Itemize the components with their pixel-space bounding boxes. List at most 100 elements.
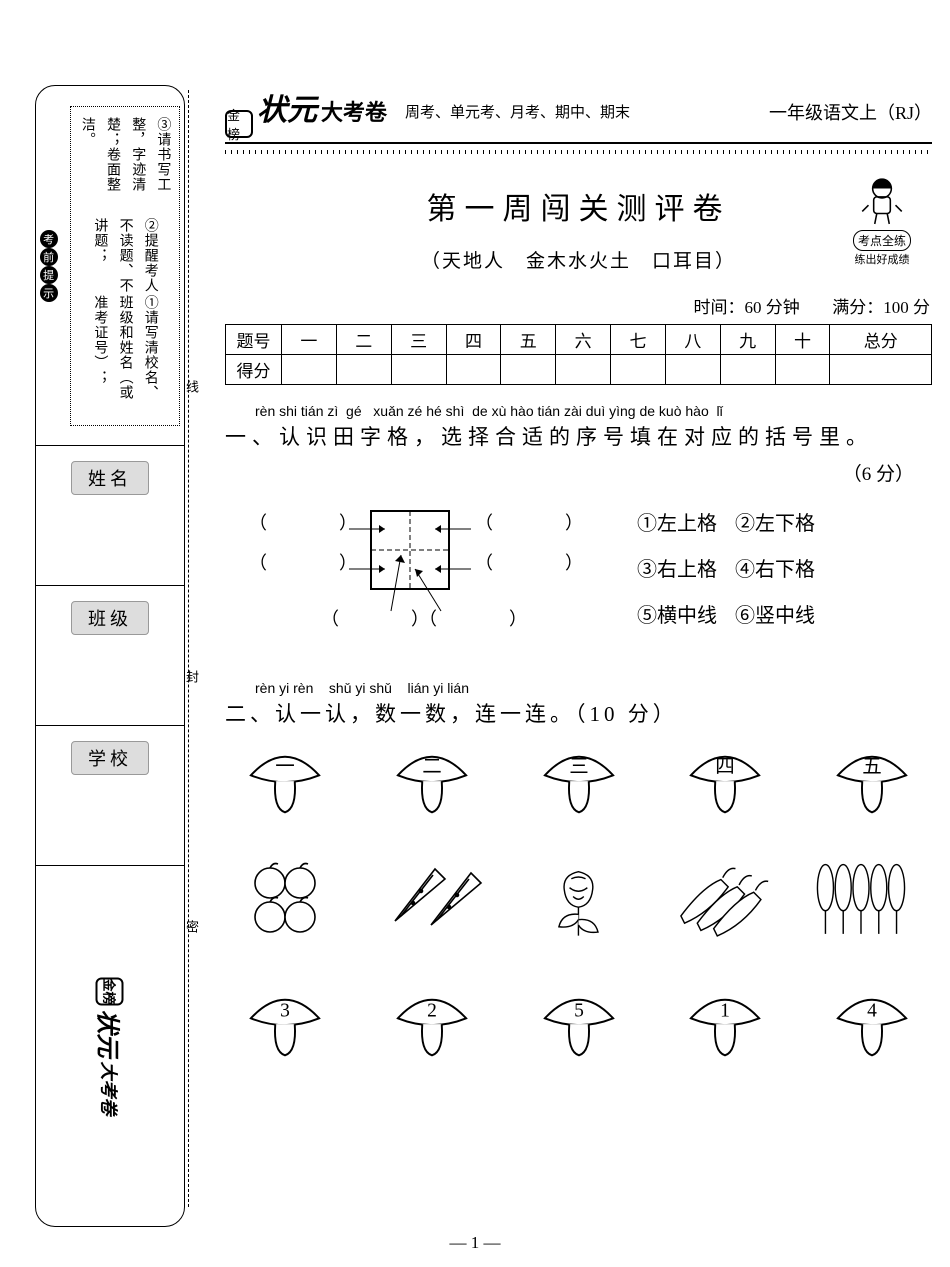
row-label: 题号	[226, 325, 282, 355]
brand-icon: 金榜	[225, 110, 253, 138]
mushroom-icon: 3	[245, 991, 325, 1064]
mushroom-icon: 五	[832, 748, 912, 821]
field-label: 学校	[71, 741, 149, 775]
mascot-icon	[856, 174, 908, 226]
tianzige-diagram: （ ） （ ） （ ） （ ） （ ） （ ）	[255, 505, 565, 635]
col: 八	[665, 325, 720, 355]
q1-points: （6 分）	[225, 459, 914, 486]
q2-heading: 二、认一认，数一数，连一连。（10 分）	[225, 698, 932, 728]
sidebar-brand-logo: 金榜 状元 大考卷	[93, 977, 128, 1115]
sidebar-instructions-cell: 考 前 提 示 ③请书写工整，字迹清楚；卷面整洁。 ②提醒考人不读题、不讲题； …	[36, 86, 184, 446]
instruction-line: ②提醒考人不读题、不讲题；	[87, 218, 163, 295]
header-logo: 金榜 状元 大考卷	[225, 85, 387, 138]
instruction-line: ①请写清校名、班级和姓名（或准考证号）；	[87, 295, 163, 414]
sidebar-school-field: 学校	[36, 726, 184, 866]
score-cell[interactable]	[830, 355, 932, 385]
col: 九	[720, 325, 775, 355]
answer-blank[interactable]: （ ）	[249, 509, 369, 535]
page-header: 金榜 状元 大考卷 周考、单元考、月考、期中、期末 一年级语文上（RJ）	[225, 85, 932, 144]
stamp-line2: 练出好成绩	[855, 254, 910, 266]
svg-text:2: 2	[427, 1001, 437, 1022]
col: 十	[775, 325, 830, 355]
brand-text: 状元	[93, 1009, 128, 1057]
score-cell[interactable]	[391, 355, 446, 385]
col: 五	[501, 325, 556, 355]
answer-blank[interactable]: （ ）	[475, 509, 595, 535]
svg-text:5: 5	[574, 1001, 584, 1022]
score-table: 题号 一 二 三 四 五 六 七 八 九 十 总分 得分	[225, 324, 932, 385]
score-cell[interactable]	[556, 355, 611, 385]
col: 一	[282, 325, 337, 355]
brand-text: 状元	[257, 85, 317, 129]
q1-legend: ①左上格②左下格 ③右上格④右下格 ⑤横中线⑥竖中线	[635, 500, 833, 640]
badge-char: 提	[40, 266, 58, 284]
exam-title: 第一周闯关测评卷	[427, 184, 731, 228]
col: 四	[446, 325, 501, 355]
q1-heading: 一、认识田字格，选择合适的序号填在对应的括号里。	[225, 421, 932, 451]
q2-bottom-row: 3 2 5 1 4	[245, 991, 912, 1064]
svg-text:1: 1	[720, 1001, 730, 1022]
sidebar-name-field: 姓名	[36, 446, 184, 586]
col: 六	[556, 325, 611, 355]
score-input-row: 得分	[226, 355, 932, 385]
score-cell[interactable]	[336, 355, 391, 385]
score-cell[interactable]	[446, 355, 501, 385]
mushroom-icon: 5	[539, 991, 619, 1064]
exam-types: 周考、单元考、月考、期中、期末	[405, 101, 630, 122]
sidebar-badge: 考 前 提 示	[40, 230, 58, 302]
brand-icon: 金榜	[96, 977, 124, 1005]
score-cell[interactable]	[720, 355, 775, 385]
rose-icon	[529, 861, 629, 941]
apples-icon	[245, 861, 345, 941]
grade-label: 一年级语文上（RJ）	[769, 99, 932, 125]
mushroom-label: 一	[275, 756, 295, 777]
answer-blank[interactable]: （ ）	[475, 549, 595, 575]
trees-icon	[812, 861, 912, 941]
col: 二	[336, 325, 391, 355]
svg-text:二: 二	[422, 756, 442, 777]
header-decor	[225, 150, 932, 154]
score-cell[interactable]	[611, 355, 666, 385]
svg-text:四: 四	[715, 756, 735, 777]
q2-top-row: 一 二 三 四 五	[245, 748, 912, 821]
answer-blank[interactable]: （ ）	[419, 605, 539, 631]
legend-item: ③右上格	[637, 548, 733, 592]
brand-sub: 大考卷	[321, 95, 387, 127]
score-cell[interactable]	[775, 355, 830, 385]
page-number: — 1 —	[450, 1233, 501, 1253]
exam-meta: 时间：60 分钟 满分：100 分	[225, 293, 930, 318]
answer-sheet-sidebar: 考 前 提 示 ③请书写工整，字迹清楚；卷面整洁。 ②提醒考人不读题、不讲题； …	[35, 85, 185, 1227]
mushroom-icon: 4	[832, 991, 912, 1064]
mushroom-icon: 1	[685, 991, 765, 1064]
score-cell[interactable]	[282, 355, 337, 385]
brand-sub: 大考卷	[97, 1061, 123, 1115]
col: 七	[611, 325, 666, 355]
mushroom-icon: 一	[245, 748, 325, 821]
q2-image-row	[245, 861, 912, 941]
score-cell[interactable]	[501, 355, 556, 385]
answer-blank[interactable]: （ ）	[249, 549, 369, 575]
badge-char: 示	[40, 284, 58, 302]
main-content: 金榜 状元 大考卷 周考、单元考、月考、期中、期末 一年级语文上（RJ） 第一周…	[185, 0, 950, 1267]
col: 三	[391, 325, 446, 355]
exam-subtitle: （天地人 金木水火土 口耳目）	[225, 246, 932, 273]
mascot-stamp: 考点全练 练出好成绩	[832, 174, 932, 267]
legend-item: ④右下格	[735, 548, 831, 592]
svg-text:五: 五	[862, 756, 882, 777]
sidebar-class-field: 班级	[36, 586, 184, 726]
q2-pinyin: rèn yi rèn shǔ yi shǔ lián yi lián	[255, 680, 932, 696]
svg-text:三: 三	[569, 756, 589, 777]
time-limit: 时间：60 分钟	[694, 298, 800, 317]
row-label: 得分	[226, 355, 282, 385]
field-label: 班级	[71, 601, 149, 635]
legend-item: ①左上格	[637, 502, 733, 546]
mushroom-icon: 三	[539, 748, 619, 821]
full-score: 满分：100 分	[832, 298, 930, 317]
svg-text:3: 3	[280, 1001, 290, 1022]
mushroom-icon: 四	[685, 748, 765, 821]
stamp-line1: 考点全练	[853, 230, 911, 251]
q1-pinyin: rèn shi tián zì gé xuǎn zé hé shì de xù …	[255, 403, 932, 419]
carrots-icon	[670, 861, 770, 941]
score-cell[interactable]	[665, 355, 720, 385]
field-label: 姓名	[71, 461, 149, 495]
